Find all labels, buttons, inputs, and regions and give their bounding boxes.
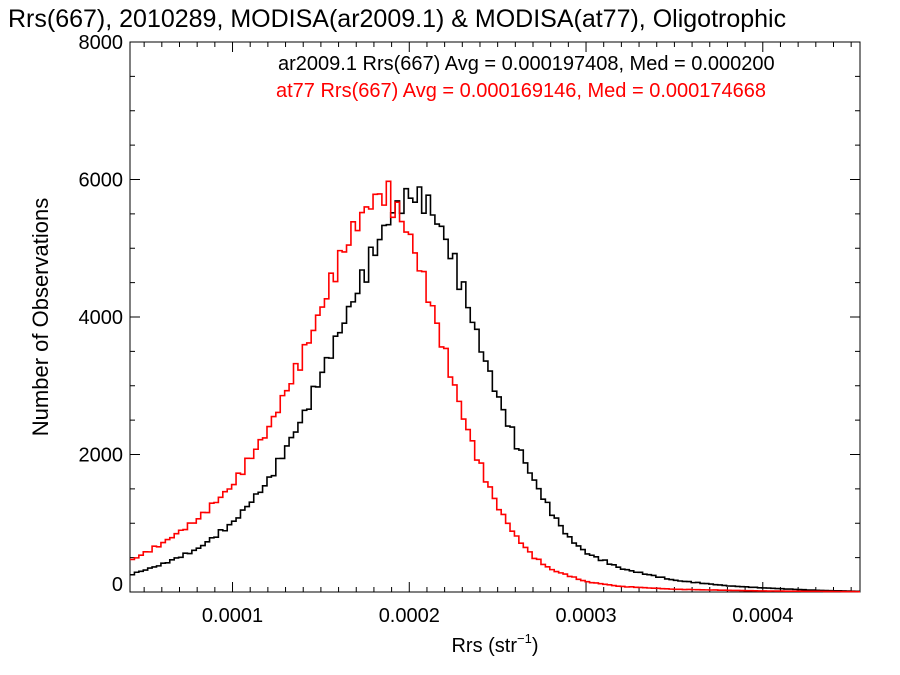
- x-tick-label: 0.0002: [379, 605, 440, 627]
- y-axis-ticks: 0 2000 4000 6000 8000: [79, 32, 860, 596]
- x-axis-label-end: ): [532, 635, 539, 657]
- x-axis-label: Rrs (str−1): [451, 631, 538, 657]
- chart-title: Rrs(667), 2010289, MODISA(ar2009.1) & MO…: [8, 5, 786, 33]
- series-line-0: [130, 186, 860, 593]
- y-axis-label: Number of Observations: [28, 198, 53, 436]
- y-tick-label: 4000: [79, 307, 124, 329]
- y-tick-label: 6000: [79, 170, 124, 192]
- x-tick-label: 0.0001: [202, 605, 263, 627]
- y-tick-label: 8000: [79, 32, 124, 54]
- series-group: [130, 180, 860, 593]
- legend-entry-ar2009: ar2009.1 Rrs(667) Avg = 0.000197408, Med…: [278, 53, 775, 75]
- legend-entry-at77: at77 Rrs(667) Avg = 0.000169146, Med = 0…: [276, 80, 766, 102]
- x-axis-label-main: Rrs (str: [451, 635, 517, 657]
- y-tick-label: 0: [112, 574, 123, 596]
- x-tick-label: 0.0004: [732, 605, 793, 627]
- plot-frame: [129, 41, 861, 593]
- x-axis-ticks: 0.0001 0.0002 0.0003 0.0004: [143, 42, 852, 627]
- x-axis-label-superscript: −1: [517, 631, 532, 646]
- series-line-1: [130, 180, 860, 593]
- y-tick-label: 2000: [79, 445, 124, 467]
- x-tick-label: 0.0003: [555, 605, 616, 627]
